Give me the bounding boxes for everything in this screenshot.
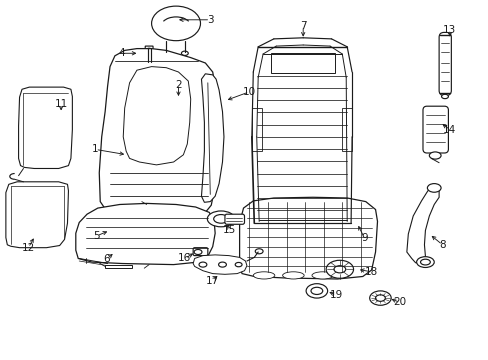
Text: 9: 9	[360, 233, 367, 243]
Ellipse shape	[282, 272, 304, 279]
Text: 6: 6	[103, 254, 110, 264]
Ellipse shape	[181, 51, 188, 55]
Text: 4: 4	[118, 48, 124, 58]
Ellipse shape	[253, 272, 274, 279]
Text: 1: 1	[92, 144, 99, 154]
Ellipse shape	[441, 94, 447, 99]
FancyBboxPatch shape	[438, 32, 450, 95]
Ellipse shape	[369, 291, 390, 305]
Polygon shape	[76, 203, 215, 265]
Ellipse shape	[311, 272, 333, 279]
Ellipse shape	[255, 249, 263, 254]
FancyBboxPatch shape	[422, 106, 447, 153]
Ellipse shape	[305, 284, 327, 298]
Ellipse shape	[427, 184, 440, 192]
Polygon shape	[201, 74, 224, 202]
Text: 8: 8	[438, 240, 445, 250]
Ellipse shape	[428, 152, 440, 159]
Ellipse shape	[344, 225, 354, 230]
Polygon shape	[193, 255, 246, 274]
Text: 2: 2	[175, 80, 182, 90]
Ellipse shape	[416, 257, 433, 267]
Text: 17: 17	[205, 276, 219, 286]
Ellipse shape	[207, 211, 234, 227]
Bar	[271, 53, 334, 73]
Bar	[105, 265, 132, 268]
Ellipse shape	[218, 262, 226, 267]
Ellipse shape	[146, 48, 151, 51]
Text: 10: 10	[243, 87, 255, 97]
Bar	[251, 108, 261, 151]
FancyBboxPatch shape	[145, 46, 153, 50]
Ellipse shape	[251, 225, 261, 230]
Text: 18: 18	[364, 267, 378, 277]
Ellipse shape	[420, 259, 429, 265]
Text: 13: 13	[442, 24, 456, 35]
Ellipse shape	[375, 295, 385, 301]
Polygon shape	[6, 182, 68, 248]
Text: 12: 12	[21, 243, 35, 253]
FancyBboxPatch shape	[193, 248, 207, 256]
Ellipse shape	[325, 260, 353, 278]
Ellipse shape	[194, 249, 202, 255]
Text: 16: 16	[178, 253, 191, 264]
Text: 20: 20	[393, 297, 406, 307]
Ellipse shape	[151, 6, 200, 41]
Polygon shape	[239, 197, 377, 279]
Text: 11: 11	[54, 99, 68, 109]
Ellipse shape	[235, 262, 242, 267]
Ellipse shape	[213, 215, 228, 223]
Ellipse shape	[163, 51, 169, 55]
Ellipse shape	[310, 287, 322, 294]
Polygon shape	[99, 49, 219, 218]
Text: 3: 3	[206, 15, 213, 25]
Text: 14: 14	[442, 125, 456, 135]
Text: 7: 7	[299, 21, 306, 31]
Polygon shape	[123, 67, 190, 165]
Bar	[342, 108, 351, 151]
Ellipse shape	[333, 266, 345, 273]
Text: 15: 15	[223, 225, 236, 235]
Polygon shape	[19, 87, 72, 168]
Text: 5: 5	[93, 231, 100, 241]
Polygon shape	[406, 187, 438, 263]
Text: 19: 19	[329, 290, 343, 300]
FancyBboxPatch shape	[224, 214, 244, 224]
Ellipse shape	[199, 262, 206, 267]
